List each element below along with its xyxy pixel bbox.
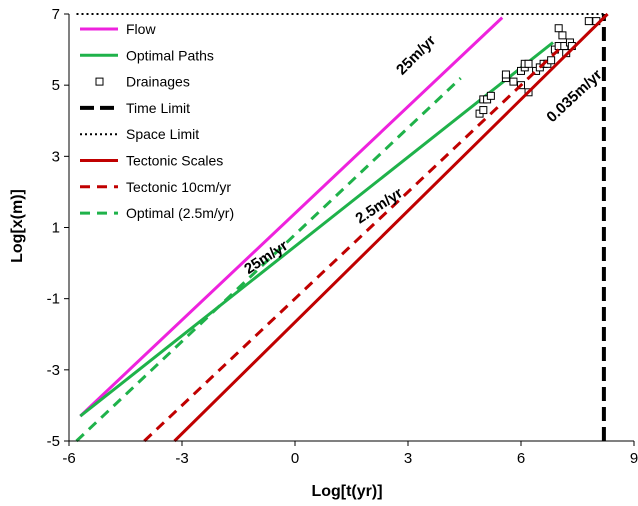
series-tectonic-scales: [173, 12, 609, 443]
legend-item-flow: Flow: [80, 21, 156, 37]
legend-label: Time Limit: [126, 100, 190, 116]
y-tick-label: 7: [52, 6, 60, 23]
y-tick-label: -3: [47, 362, 60, 379]
drainage-point: [547, 56, 556, 65]
rate-annotation: 0.035m/yr: [543, 66, 605, 126]
x-tick-label: 6: [517, 450, 525, 467]
drainage-point: [486, 91, 495, 100]
legend-label: Space Limit: [126, 126, 199, 142]
x-tick-label: -6: [62, 450, 75, 467]
x-tick-label: -3: [175, 450, 188, 467]
y-tick-label: -1: [47, 291, 60, 308]
series-optimal-paths: [79, 41, 554, 418]
x-tick-label: 9: [630, 450, 638, 467]
axes: -6 -3 0 3 6 9 -5 -3 -1 1 3 5 7: [47, 6, 638, 467]
legend-swatch: [95, 77, 104, 86]
legend-item-optimal-2-5m-yr: Optimal (2.5m/yr): [80, 205, 234, 221]
legend-label: Optimal (2.5m/yr): [126, 205, 234, 221]
drainage-point: [509, 77, 518, 86]
y-tick-label: 1: [52, 220, 60, 237]
x-tick-label: 3: [404, 450, 412, 467]
legend-label: Tectonic Scales: [126, 153, 223, 169]
drainage-point: [558, 31, 567, 40]
y-tick-label: -5: [47, 433, 60, 450]
rate-annotation: 25m/yr: [393, 32, 439, 78]
legend-item-drainages: Drainages: [95, 74, 190, 90]
drainage-point: [501, 70, 510, 79]
legend-item-tectonic-scales: Tectonic Scales: [80, 153, 223, 169]
series-optimal-2-5m-yr: [75, 77, 462, 443]
drainage-point: [584, 17, 593, 26]
series-drainages: [475, 17, 601, 118]
legend-label: Optimal Paths: [126, 47, 214, 63]
legend-item-optimal-paths: Optimal Paths: [80, 47, 214, 63]
y-tick-label: 5: [52, 77, 60, 94]
legend-item-tectonic-10cm-yr: Tectonic 10cm/yr: [80, 179, 231, 195]
drainage-point: [479, 106, 488, 115]
legend-item-time-limit: Time Limit: [80, 100, 190, 116]
legend-label: Drainages: [126, 74, 190, 90]
x-tick-label: 0: [291, 450, 299, 467]
series-tectonic-10cm-yr: [143, 48, 560, 443]
series-flow: [79, 16, 504, 418]
legend-item-space-limit: Space Limit: [80, 126, 199, 142]
plot-area: [75, 12, 609, 443]
legend: Flow Optimal Paths Drainages Time Limit Spac…: [80, 21, 234, 221]
y-axis-title: Log[x(m)]: [9, 189, 26, 263]
drainage-point: [554, 24, 563, 33]
drainage-point: [524, 59, 533, 68]
x-axis-title: Log[t(yr)]: [311, 483, 382, 500]
legend-label: Tectonic 10cm/yr: [126, 179, 231, 195]
legend-label: Flow: [126, 21, 156, 37]
y-tick-label: 3: [52, 148, 60, 165]
